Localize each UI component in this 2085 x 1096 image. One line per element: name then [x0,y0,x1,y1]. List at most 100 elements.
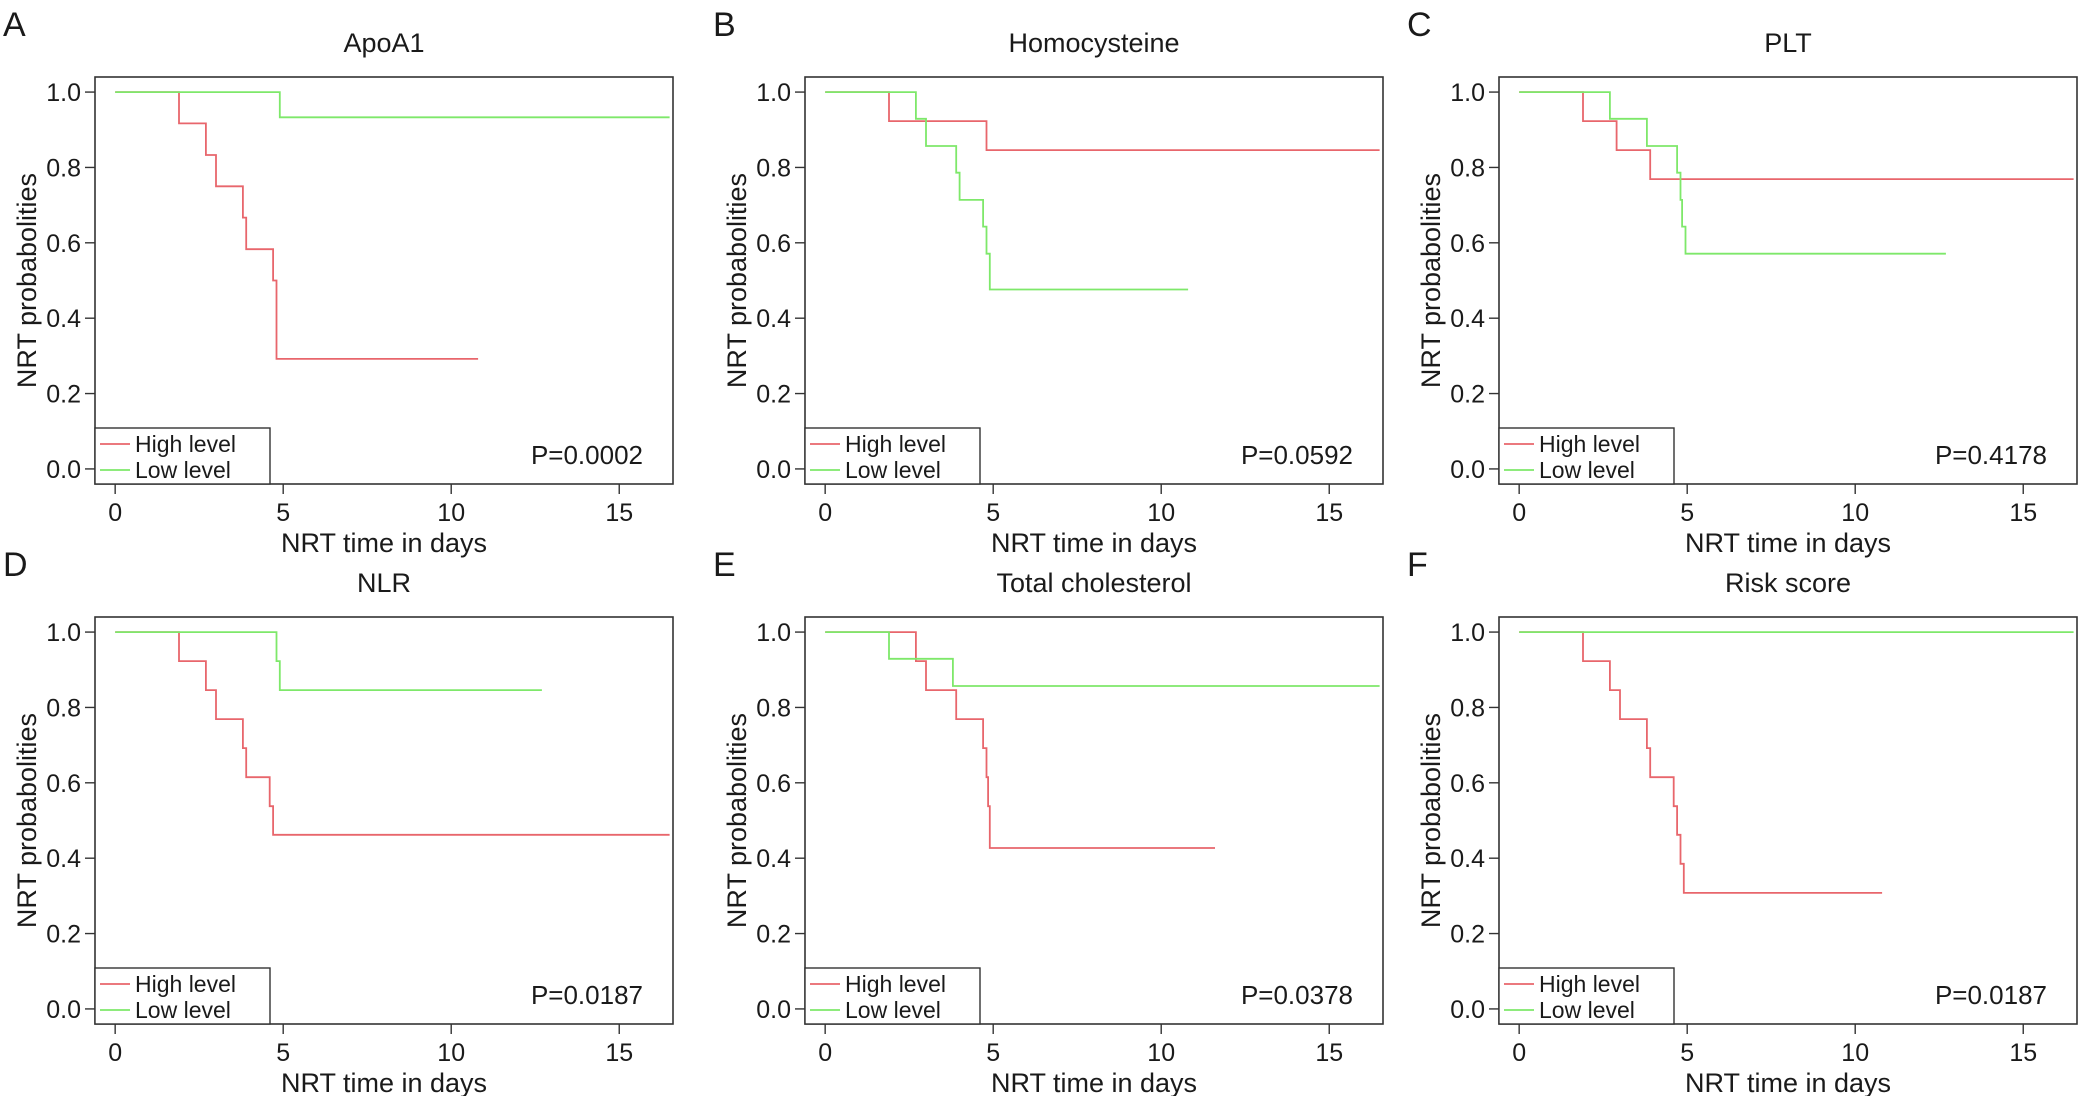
y-tick-label: 0.4 [756,845,791,873]
legend-box [1498,967,1675,1025]
x-tick-label: 0 [818,499,832,527]
panel-c: C PLT 0.0 0.2 0.4 0.6 0.8 1.0 0 5 10 15 NRT time in … [1407,6,2078,558]
y-tick-label: 0.2 [46,381,81,409]
panel-letter: B [713,6,736,44]
y-axis-label: NRT probabolities [1416,173,1446,388]
plot-frame [94,76,674,485]
x-axis-label: NRT time in days [1685,1068,1891,1096]
y-tick-label: 0.8 [46,154,81,182]
low-level-legend-label: Low level [1539,997,1635,1023]
y-tick-label: 0.0 [1450,456,1485,484]
low-level-legend-label: Low level [135,457,231,483]
y-tick-label: 1.0 [756,619,791,647]
y-tick-label: 1.0 [1450,619,1485,647]
high-level-legend-label: High level [845,971,946,997]
high-level-curve [115,91,479,360]
legend-box [94,427,271,485]
x-tick-label: 10 [1841,499,1869,527]
high-level-curve [825,91,1380,151]
panel-e: E Total cholesterol 0.0 0.2 0.4 0.6 0.8 1.0 0 5 10… [713,546,1384,1096]
y-tick-label: 0.8 [1450,154,1485,182]
x-tick-label: 10 [1147,499,1175,527]
x-tick-label: 5 [276,499,290,527]
panel-title: PLT [1764,28,1812,58]
plot-frame [804,76,1384,485]
x-tick-label: 0 [1512,499,1526,527]
y-tick-label: 0.6 [46,770,81,798]
x-tick-label: 10 [437,499,465,527]
low-level-legend-label: Low level [845,997,941,1023]
x-tick-label: 15 [1315,1039,1343,1067]
x-tick-label: 5 [1680,1039,1694,1067]
y-tick-label: 0.4 [1450,305,1485,333]
x-axis-label: NRT time in days [281,1068,487,1096]
low-level-curve [825,631,1380,687]
high-level-curve [825,631,1215,849]
y-tick-label: 0.2 [1450,381,1485,409]
panel-d: D NLR 0.0 0.2 0.4 0.6 0.8 1.0 0 5 10 15 NRT time in … [3,546,674,1096]
panel-letter: C [1407,6,1432,44]
y-tick-label: 1.0 [46,619,81,647]
y-tick-label: 0.6 [46,230,81,258]
x-tick-label: 0 [1512,1039,1526,1067]
y-tick-label: 1.0 [1450,79,1485,107]
panel-letter: E [713,546,736,584]
x-tick-label: 15 [605,499,633,527]
y-tick-label: 0.2 [1450,921,1485,949]
y-tick-label: 0.4 [1450,845,1485,873]
panel-b: B Homocysteine 0.0 0.2 0.4 0.6 0.8 1.0 0 5 10 15 NRT… [713,6,1384,558]
panel-f: F Risk score 0.0 0.2 0.4 0.6 0.8 1.0 0 5 10 15 NRT t… [1407,546,2078,1096]
low-level-legend-label: Low level [135,997,231,1023]
y-tick-label: 0.2 [46,921,81,949]
x-tick-label: 0 [108,1039,122,1067]
y-tick-label: 0.8 [756,154,791,182]
low-level-curve [825,91,1189,291]
high-level-legend-label: High level [845,431,946,457]
plot-frame [804,616,1384,1025]
y-tick-label: 0.4 [756,305,791,333]
x-tick-label: 5 [276,1039,290,1067]
x-tick-label: 15 [2009,499,2037,527]
p-value: P=0.0378 [1241,980,1353,1010]
y-tick-label: 0.6 [1450,770,1485,798]
x-tick-label: 15 [1315,499,1343,527]
panel-title: Homocysteine [1008,28,1179,58]
x-tick-label: 10 [1147,1039,1175,1067]
panel-title: Risk score [1725,568,1851,598]
p-value: P=0.0002 [531,440,643,470]
high-level-legend-label: High level [1539,431,1640,457]
x-axis-label: NRT time in days [991,1068,1197,1096]
y-tick-label: 0.0 [1450,996,1485,1024]
x-axis-label: NRT time in days [1685,528,1891,558]
y-tick-label: 0.8 [756,694,791,722]
low-level-curve [1519,91,1946,255]
plot-frame [1498,76,2078,485]
y-tick-label: 0.6 [756,770,791,798]
legend-box [804,967,981,1025]
panel-letter: A [3,6,26,44]
x-tick-label: 0 [108,499,122,527]
high-level-curve [1519,91,2074,180]
y-tick-label: 0.0 [46,996,81,1024]
low-level-curve [115,91,670,119]
low-level-legend-label: Low level [1539,457,1635,483]
p-value: P=0.0187 [531,980,643,1010]
y-tick-label: 0.6 [756,230,791,258]
panel-letter: F [1407,546,1428,584]
y-tick-label: 0.8 [1450,694,1485,722]
low-level-curve [115,631,542,691]
plot-frame [94,616,674,1025]
low-level-legend-label: Low level [845,457,941,483]
y-tick-label: 0.2 [756,381,791,409]
plot-frame [1498,616,2078,1025]
y-tick-label: 0.4 [46,845,81,873]
y-tick-label: 1.0 [756,79,791,107]
y-tick-label: 0.2 [756,921,791,949]
